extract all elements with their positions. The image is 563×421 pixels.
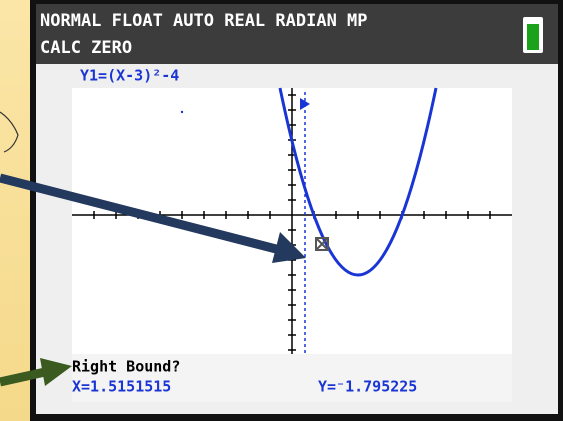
bound-marker — [300, 98, 310, 110]
pixel — [180, 110, 184, 114]
status-bar — [36, 4, 558, 64]
x-value: X=1.5151515 — [72, 378, 171, 396]
parabola — [278, 87, 438, 277]
green-arrow-head — [40, 358, 72, 386]
y-value: Y=⁻1.795225 — [318, 378, 417, 396]
menu-title: CALC ZERO — [40, 38, 132, 58]
mode-line: NORMAL FLOAT AUTO REAL RADIAN MP — [40, 11, 368, 31]
battery-level — [527, 24, 539, 50]
navy-arrow-head — [272, 232, 306, 263]
function-label: Y1=(X-3)²-4 — [80, 67, 179, 85]
stroke-mark — [0, 111, 19, 153]
prompt: Right Bound? — [72, 358, 180, 376]
green-arrow-shaft — [0, 367, 46, 387]
cursor — [315, 237, 329, 251]
prompt-area — [72, 354, 512, 402]
navy-arrow-shaft — [0, 173, 282, 255]
